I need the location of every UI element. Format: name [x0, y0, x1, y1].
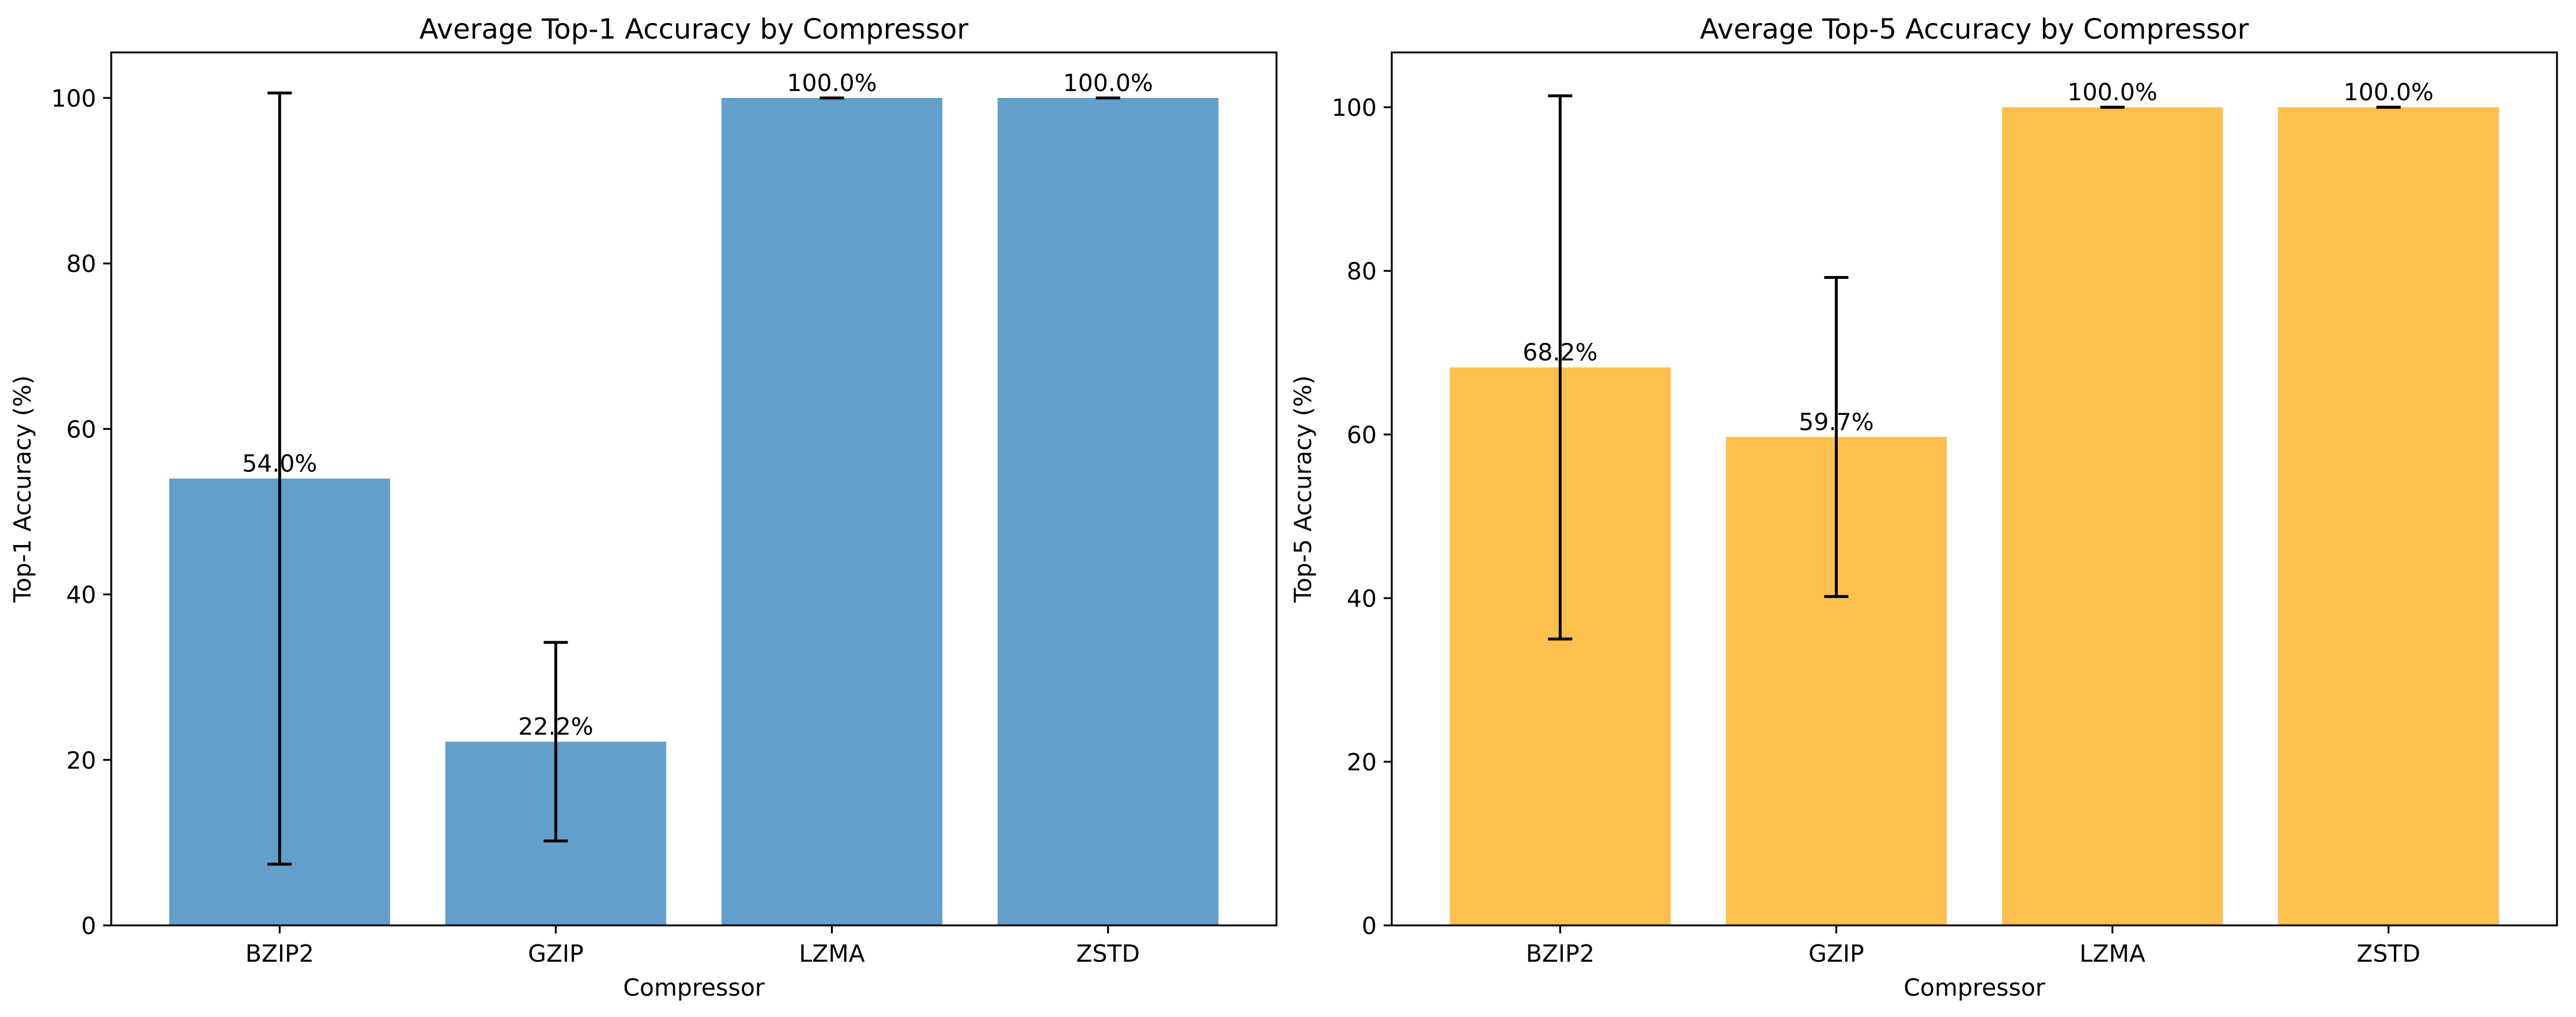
y-tick-label-60: 60: [1347, 421, 1377, 449]
x-tick-label-bzip2: BZIP2: [1526, 940, 1595, 967]
y-tick-label-20: 20: [1347, 748, 1377, 776]
data-label-zstd: 100.0%: [2344, 78, 2434, 106]
bar-zstd: [2278, 107, 2499, 925]
x-tick-label-lzma: LZMA: [2079, 940, 2145, 967]
y-tick-label-80: 80: [66, 250, 96, 278]
x-tick-label-bzip2: BZIP2: [245, 940, 314, 967]
x-tick-label-zstd: ZSTD: [1076, 940, 1140, 967]
data-label-gzip: 22.2%: [518, 713, 593, 740]
error-bar-gzip: [1824, 275, 1849, 598]
y-tick-label-100: 100: [1332, 94, 1377, 122]
bar-lzma: [721, 97, 943, 925]
x-tick-label-zstd: ZSTD: [2356, 940, 2420, 967]
y-tick-label-0: 0: [81, 912, 96, 940]
data-label-zstd: 100.0%: [1063, 69, 1153, 97]
error-bar-bzip2: [267, 91, 292, 866]
chart-title: Average Top-1 Accuracy by Compressor: [420, 13, 969, 46]
plot-frame: [1391, 51, 2558, 927]
x-tick-label-gzip: GZIP: [1808, 940, 1864, 967]
y-tick-label-0: 0: [1362, 912, 1377, 940]
y-tick-label-40: 40: [66, 581, 96, 609]
x-axis-label: Compressor: [1903, 974, 2045, 1001]
data-label-gzip: 59.7%: [1799, 408, 1874, 436]
chart-panel-1: 54.0% 22.2% 100.0% 100.0% BZIP2 GZIP LZMA ZSTD 0…: [9, 13, 1278, 1001]
data-label-bzip2: 68.2%: [1523, 339, 1597, 366]
y-tick-label-40: 40: [1347, 585, 1377, 613]
bar-zstd: [998, 97, 1219, 925]
data-label-lzma: 100.0%: [787, 69, 877, 97]
y-tick-label-80: 80: [1347, 258, 1377, 285]
y-axis-label: Top-5 Accuracy (%): [1289, 375, 1317, 603]
bar-lzma: [2001, 107, 2223, 925]
chart-panel-2: 68.2% 59.7% 100.0% 100.0% BZIP2 GZIP LZMA ZSTD 0…: [1289, 13, 2558, 1001]
chart-title: Average Top-5 Accuracy by Compressor: [1700, 13, 2249, 46]
y-tick-label-60: 60: [66, 415, 96, 443]
y-tick-label-20: 20: [66, 747, 96, 774]
y-axis-label: Top-1 Accuracy (%): [9, 375, 36, 603]
y-tick-label-100: 100: [51, 85, 96, 112]
x-axis-label: Compressor: [623, 974, 765, 1001]
error-bar-bzip2: [1548, 94, 1573, 641]
data-label-bzip2: 54.0%: [242, 450, 317, 478]
plot-frame: [110, 51, 1278, 927]
x-tick-label-lzma: LZMA: [799, 940, 864, 967]
data-label-lzma: 100.0%: [2067, 78, 2157, 106]
x-tick-label-gzip: GZIP: [528, 940, 584, 967]
error-bar-gzip: [543, 641, 568, 843]
